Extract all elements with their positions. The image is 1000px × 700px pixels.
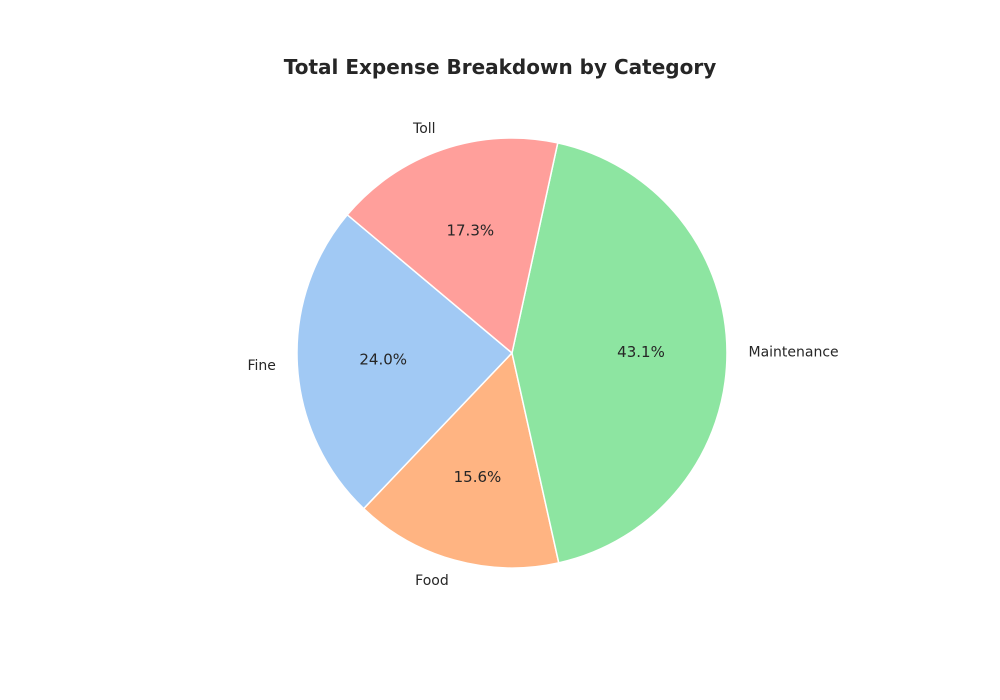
category-label-food: Food [415,573,449,589]
pie-labels: Fine 24.0% Food 15.6% Maintenance 43.1% Toll 17… [247,121,838,589]
percent-label-fine: 24.0% [359,351,407,369]
pie-slice-food [362,352,560,569]
category-label-maintenance: Maintenance [749,344,839,360]
chart-title: Total Expense Breakdown by Category [283,55,717,79]
pie-slice-fine [296,214,513,510]
pie-slice-maintenance [511,142,728,564]
pie-slice-toll [346,137,559,354]
percent-label-toll: 17.3% [446,221,494,239]
pie-slices [296,137,728,569]
category-label-toll: Toll [412,121,436,137]
percent-label-food: 15.6% [454,468,502,486]
category-label-fine: Fine [247,358,275,374]
percent-label-maintenance: 43.1% [617,343,665,361]
